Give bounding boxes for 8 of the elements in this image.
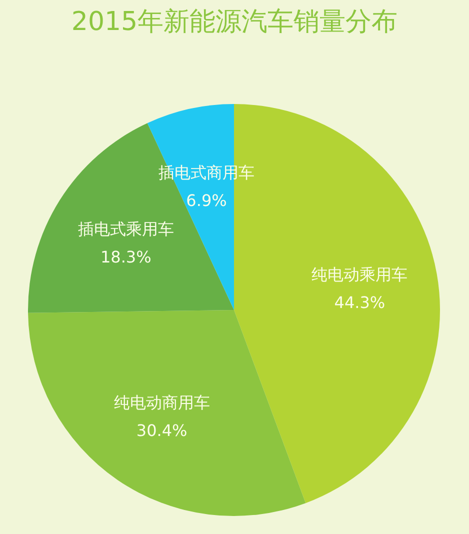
data-label: 18.3%: [100, 248, 152, 267]
slice-label: 插电式乘用车: [78, 220, 174, 239]
chart-title: 2015年新能源汽车销量分布: [71, 7, 398, 37]
slice-label: 纯电动乘用车: [312, 264, 408, 284]
data-label: 6.9%: [186, 190, 227, 210]
data-label: 30.4%: [136, 420, 188, 440]
data-label: 44.3%: [334, 292, 386, 312]
slice-label: 纯电动商用车: [114, 392, 210, 412]
